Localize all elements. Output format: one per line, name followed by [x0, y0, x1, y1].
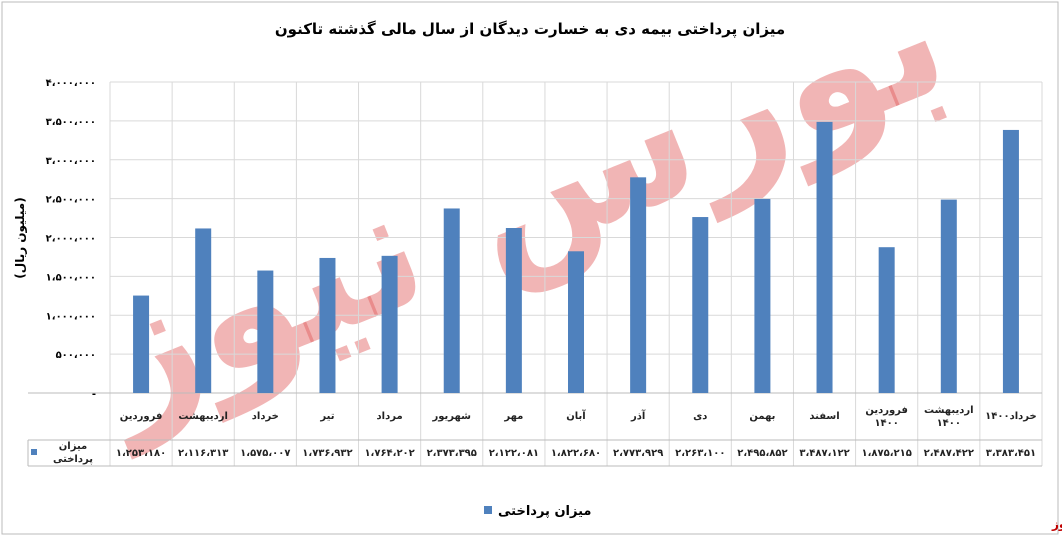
y-tick-label: - [92, 389, 96, 400]
value-label: ۲،۳۷۳،۳۹۵ [426, 447, 477, 459]
value-label: ۲،۴۹۵،۸۵۲ [737, 447, 788, 459]
y-axis-label: (میلیون ریال) [13, 197, 28, 278]
category-label: فروردین ۱۴۰۰ [865, 404, 908, 429]
value-label: ۲،۱۱۶،۳۱۳ [178, 447, 229, 459]
category-label: بهمن [749, 411, 776, 422]
bar [568, 251, 584, 393]
category-label: اردیبهشت [178, 411, 228, 422]
bar [319, 257, 336, 393]
category-label: خرداد۱۴۰۰ [985, 411, 1037, 422]
chart-title: میزان پرداختی بیمه دی به خسارت دیدگان از… [275, 20, 785, 39]
bar [940, 199, 957, 393]
category-label: خرداد [251, 411, 279, 422]
table-series-name: میزان پرداختی [53, 441, 93, 465]
value-label: ۲،۷۷۳،۹۲۹ [612, 447, 664, 459]
value-label: ۳،۴۸۷،۱۲۲ [799, 447, 850, 459]
category-label: آذر [630, 411, 646, 422]
y-tick-label: ۴،۰۰۰،۰۰۰ [46, 78, 96, 89]
category-label: اردیبهشت ۱۴۰۰ [924, 404, 974, 429]
legend-marker [484, 506, 492, 514]
bar [133, 295, 150, 393]
y-tick-label: ۲،۰۰۰،۰۰۰ [46, 234, 96, 245]
y-tick-label: ۳،۵۰۰،۰۰۰ [46, 117, 96, 128]
category-label: مرداد [376, 411, 403, 422]
legend-marker [31, 449, 37, 455]
y-tick-label: ۲،۵۰۰،۰۰۰ [46, 195, 96, 206]
value-label: ۱،۲۵۳،۱۸۰ [115, 447, 167, 459]
source: بورس نیوز [1051, 517, 1062, 532]
y-tick-label: ۱،۵۰۰،۰۰۰ [46, 272, 96, 283]
bar [257, 270, 274, 393]
value-label: ۲،۲۶۳،۱۰۰ [675, 447, 726, 459]
value-label: ۱،۸۲۲،۶۸۰ [550, 447, 602, 459]
value-label: ۱،۷۳۶،۹۳۲ [302, 447, 353, 459]
bar [505, 228, 522, 393]
value-label: ۱،۵۷۵،۰۰۷ [240, 447, 291, 459]
y-tick-label: ۵۰۰،۰۰۰ [56, 350, 96, 361]
bar [878, 247, 895, 393]
category-label: مهر [504, 411, 524, 422]
value-label: ۲،۱۲۲،۰۸۱ [488, 447, 540, 459]
value-label: ۳،۳۸۳،۴۵۱ [985, 447, 1037, 459]
bar [754, 198, 771, 393]
bar [1002, 129, 1019, 393]
category-label: فروردین [119, 411, 163, 422]
y-tick-label: ۱،۰۰۰،۰۰۰ [46, 311, 96, 322]
bar [816, 121, 833, 393]
bar [381, 255, 398, 393]
y-tick-label: ۳،۰۰۰،۰۰۰ [46, 156, 96, 167]
value-label: ۱،۷۶۴،۲۰۲ [364, 447, 415, 459]
value-label: ۲،۴۸۷،۴۲۲ [923, 447, 974, 459]
bar [630, 177, 647, 393]
category-label: تیر [320, 411, 335, 422]
category-label: شهریور [432, 411, 471, 422]
category-label: دی [693, 411, 708, 422]
category-label: اسفند [809, 411, 840, 422]
category-label: آبان [566, 411, 586, 422]
bar [195, 228, 212, 393]
value-label: ۱،۸۷۵،۲۱۵ [861, 447, 912, 459]
bar [692, 217, 709, 393]
legend-label: میزان پرداختی [498, 504, 591, 519]
bar [443, 208, 460, 393]
